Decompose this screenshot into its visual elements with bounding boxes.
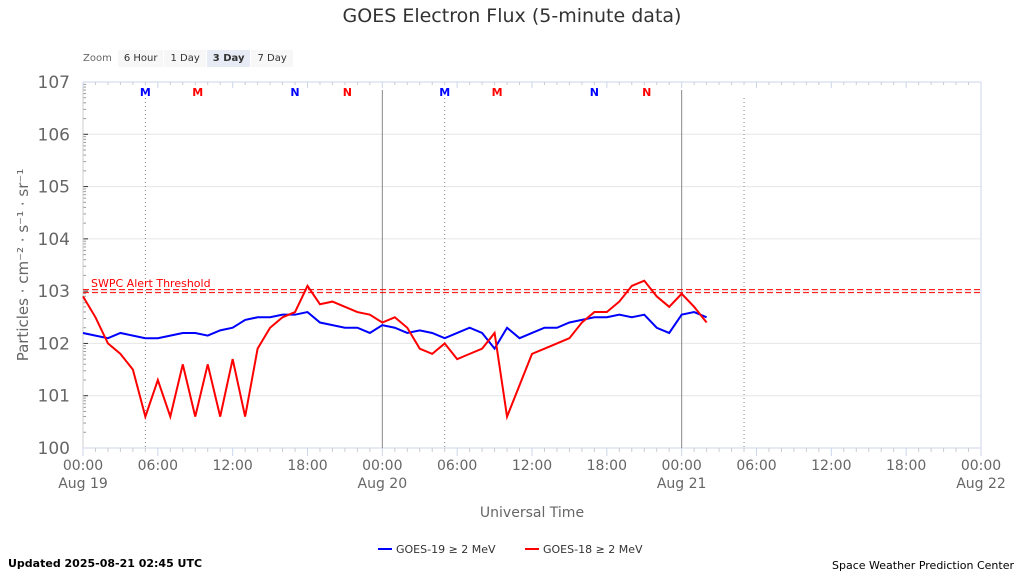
y-tick-label: 105 <box>38 178 70 198</box>
y-tick-label: 101 <box>38 387 70 407</box>
zoom-3-day-button[interactable]: 3 Day <box>206 50 251 67</box>
x-date-label: Aug 22 <box>956 476 1006 492</box>
x-tick-label: 12:00 <box>811 458 851 474</box>
event-marker: M <box>192 86 203 99</box>
y-tick-label: 104 <box>38 230 70 250</box>
event-marker: M <box>439 86 450 99</box>
updated-timestamp: Updated 2025-08-21 02:45 UTC <box>8 557 203 570</box>
x-tick-label: 00:00 <box>961 458 1001 474</box>
zoom-7-day-button[interactable]: 7 Day <box>251 50 293 67</box>
x-axis-title: Universal Time <box>480 505 584 521</box>
zoom-label: Zoom <box>83 53 112 64</box>
zoom-6-hour-button[interactable]: 6 Hour <box>117 50 164 67</box>
x-tick-label: 18:00 <box>287 458 327 474</box>
y-tick-label: 102 <box>38 334 70 354</box>
series-line-goes-19 <box>82 310 707 351</box>
y-tick-label: 100 <box>38 439 70 459</box>
event-marker: N <box>290 86 299 99</box>
series-line-goes-18 <box>82 279 708 421</box>
event-marker: M <box>492 86 503 99</box>
y-axis-title: Particles · cm⁻² · s⁻¹ · sr⁻¹ <box>14 169 32 362</box>
event-marker: N <box>642 86 651 99</box>
y-tick-label: 107 <box>38 73 70 93</box>
x-tick-label: 06:00 <box>736 458 776 474</box>
x-tick-label: 06:00 <box>138 458 178 474</box>
y-tick-label: 103 <box>38 282 70 302</box>
x-tick-label: 18:00 <box>886 458 926 474</box>
x-tick-label: 00:00 <box>661 458 701 474</box>
x-tick-label: 06:00 <box>437 458 477 474</box>
x-date-label: Aug 21 <box>657 476 707 492</box>
credit-text: Space Weather Prediction Center <box>832 559 1014 572</box>
x-tick-label: 18:00 <box>587 458 627 474</box>
event-marker: M <box>140 86 151 99</box>
event-marker: N <box>343 86 352 99</box>
x-tick-label: 00:00 <box>362 458 402 474</box>
x-date-label: Aug 19 <box>58 476 108 492</box>
x-tick-label: 12:00 <box>512 458 552 474</box>
chart-title: GOES Electron Flux (5-minute data) <box>342 5 682 27</box>
threshold-label: SWPC Alert Threshold <box>91 277 211 290</box>
x-tick-label: 00:00 <box>63 458 103 474</box>
event-marker: N <box>590 86 599 99</box>
y-tick-label: 106 <box>38 125 70 145</box>
x-date-label: Aug 20 <box>358 476 408 492</box>
legend-item: GOES-18 ≥ 2 MeV <box>543 543 643 556</box>
x-tick-label: 12:00 <box>212 458 252 474</box>
zoom-1-day-button[interactable]: 1 Day <box>164 50 206 67</box>
legend-item: GOES-19 ≥ 2 MeV <box>396 543 496 556</box>
zoom-selector: Zoom 6 Hour 1 Day 3 Day 7 Day <box>83 50 294 67</box>
